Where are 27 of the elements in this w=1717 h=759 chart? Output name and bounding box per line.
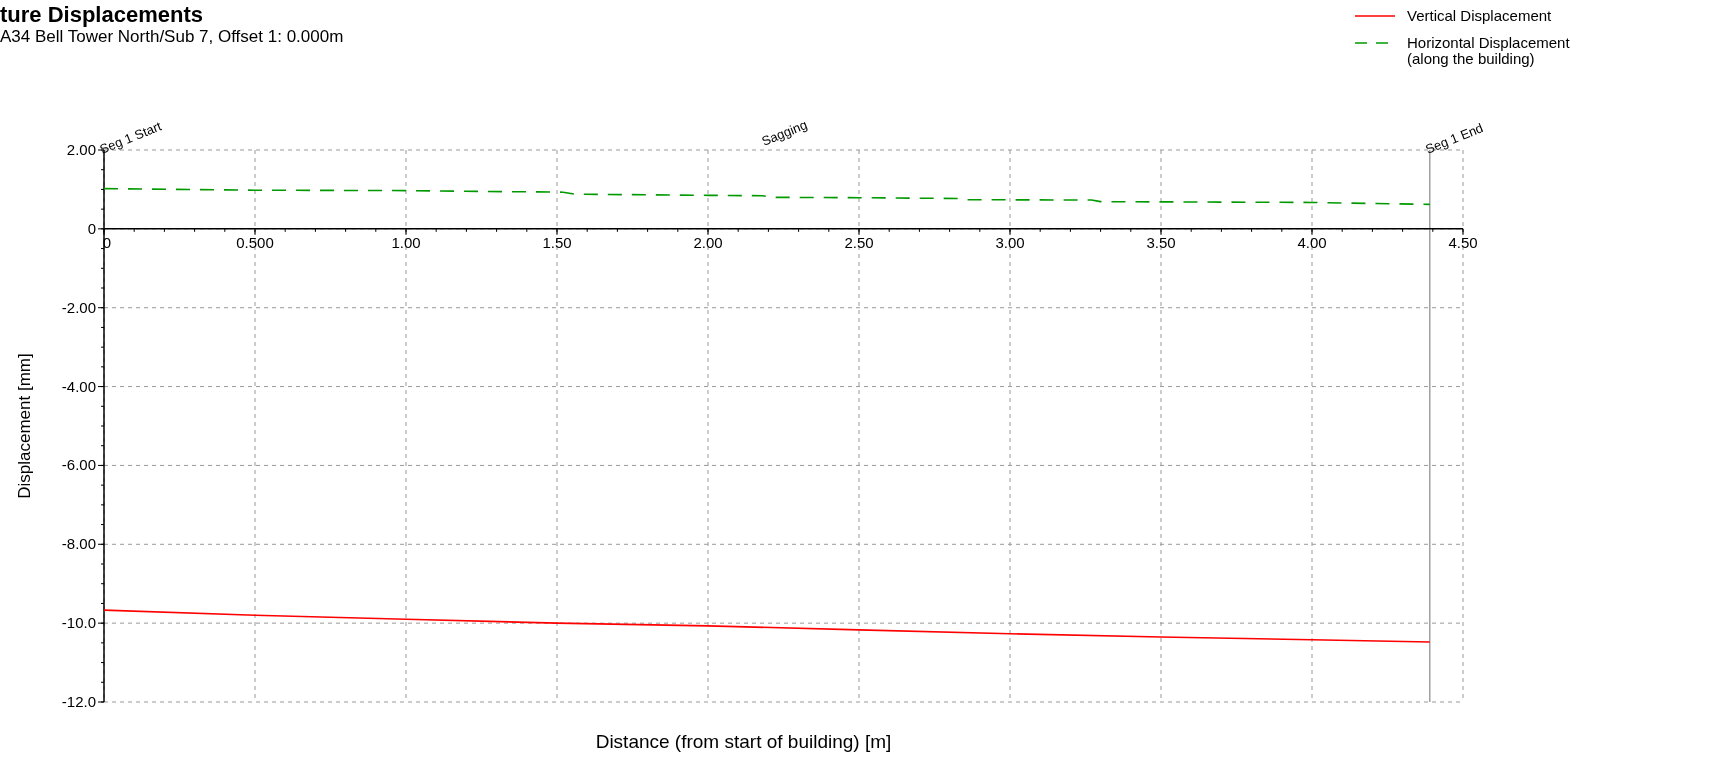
- legend-label: Vertical Displacement: [1407, 7, 1553, 24]
- y-tick-label: -8.00: [61, 535, 96, 553]
- y-tick-label: -6.00: [61, 456, 96, 474]
- x-tick-label: 1.00: [391, 233, 421, 251]
- line-series: [103, 187, 1431, 206]
- ref-line-label: Seg 1 End: [1423, 120, 1486, 157]
- legend-label: Horizontal Displacement (along the building): [1407, 34, 1571, 67]
- y-tick-label: 0: [87, 219, 96, 237]
- x-tick-label: 1.50: [542, 233, 572, 251]
- y-tick-label: -12.0: [61, 693, 96, 710]
- line-series: [103, 609, 1431, 643]
- annotation: Seg 1 Start: [97, 118, 164, 157]
- y-axis-title: Displacement [mm]: [15, 353, 34, 499]
- chart-subtitle: A34 Bell Tower North/Sub 7, Offset 1: 0.000m: [0, 27, 344, 46]
- y-tick-label: -4.00: [61, 377, 96, 395]
- x-tick-label: 4.50: [1448, 233, 1478, 251]
- y-tick-label: -2.00: [61, 298, 96, 316]
- chart-title: ture Displacements: [0, 2, 203, 27]
- x-tick-label: 3.00: [995, 233, 1025, 251]
- x-tick-label: 3.50: [1146, 233, 1176, 251]
- x-tick-label: 4.00: [1297, 233, 1327, 251]
- x-axis-title: Distance (from start of building) [m]: [595, 731, 892, 752]
- x-tick-label: 2.00: [693, 233, 723, 251]
- y-tick-label: 2.00: [66, 141, 96, 158]
- x-tick-label: 0.500: [236, 233, 274, 251]
- x-tick-label: 2.50: [844, 233, 874, 251]
- y-tick-label: -10.0: [61, 614, 96, 632]
